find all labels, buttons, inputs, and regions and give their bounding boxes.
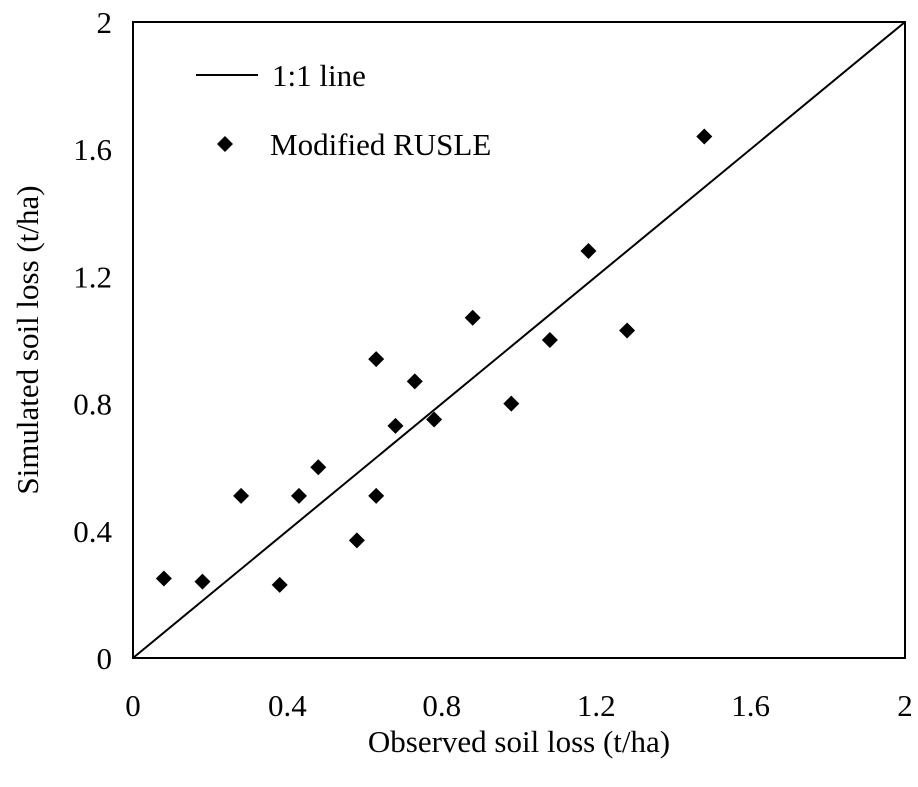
plot-area: [132, 21, 906, 659]
x-axis-ticks: 0 0.4 0.8 1.2 1.6 2: [125, 688, 913, 723]
data-point: [426, 411, 443, 428]
x-tick-label: 2: [897, 688, 913, 723]
plot-frame: [132, 21, 906, 659]
data-point: [194, 573, 211, 590]
y-tick-label: 1.2: [73, 259, 112, 294]
x-tick-label: 1.2: [577, 688, 616, 723]
legend: 1:1 line Modified RUSLE: [196, 58, 491, 162]
x-tick-label: 1.6: [731, 688, 770, 723]
y-tick-label: 0: [97, 641, 113, 676]
legend-label-line: 1:1 line: [272, 58, 366, 93]
y-axis-label: Simulated soil loss (t/ha): [10, 185, 45, 494]
y-tick-label: 1.6: [73, 132, 112, 167]
data-point: [290, 487, 307, 504]
data-markers: [155, 128, 713, 593]
data-point: [310, 459, 327, 476]
legend-label-modified-rusle: Modified RUSLE: [270, 127, 491, 162]
x-tick-label: 0: [125, 688, 141, 723]
data-point: [271, 576, 288, 593]
y-tick-label: 0.8: [73, 387, 112, 422]
x-tick-label: 0.4: [268, 688, 307, 723]
data-point: [368, 487, 385, 504]
one-to-one-line: [132, 21, 906, 659]
data-point: [696, 128, 713, 145]
data-point: [580, 242, 597, 259]
data-point: [368, 351, 385, 368]
x-tick-label: 0.8: [422, 688, 461, 723]
data-point: [464, 309, 481, 326]
data-point: [503, 395, 520, 412]
y-tick-label: 2: [97, 5, 113, 40]
y-axis-ticks: 0 0.4 0.8 1.2 1.6 2: [73, 5, 112, 676]
x-axis-label: Observed soil loss (t/ha): [368, 724, 670, 759]
data-point: [387, 417, 404, 434]
y-tick-label: 0.4: [73, 514, 112, 549]
data-point: [348, 532, 365, 549]
data-point: [155, 570, 172, 587]
data-point: [619, 322, 636, 339]
legend-diamond-swatch: [217, 136, 233, 152]
data-point: [233, 487, 250, 504]
data-point: [406, 373, 423, 390]
data-point: [541, 332, 558, 348]
